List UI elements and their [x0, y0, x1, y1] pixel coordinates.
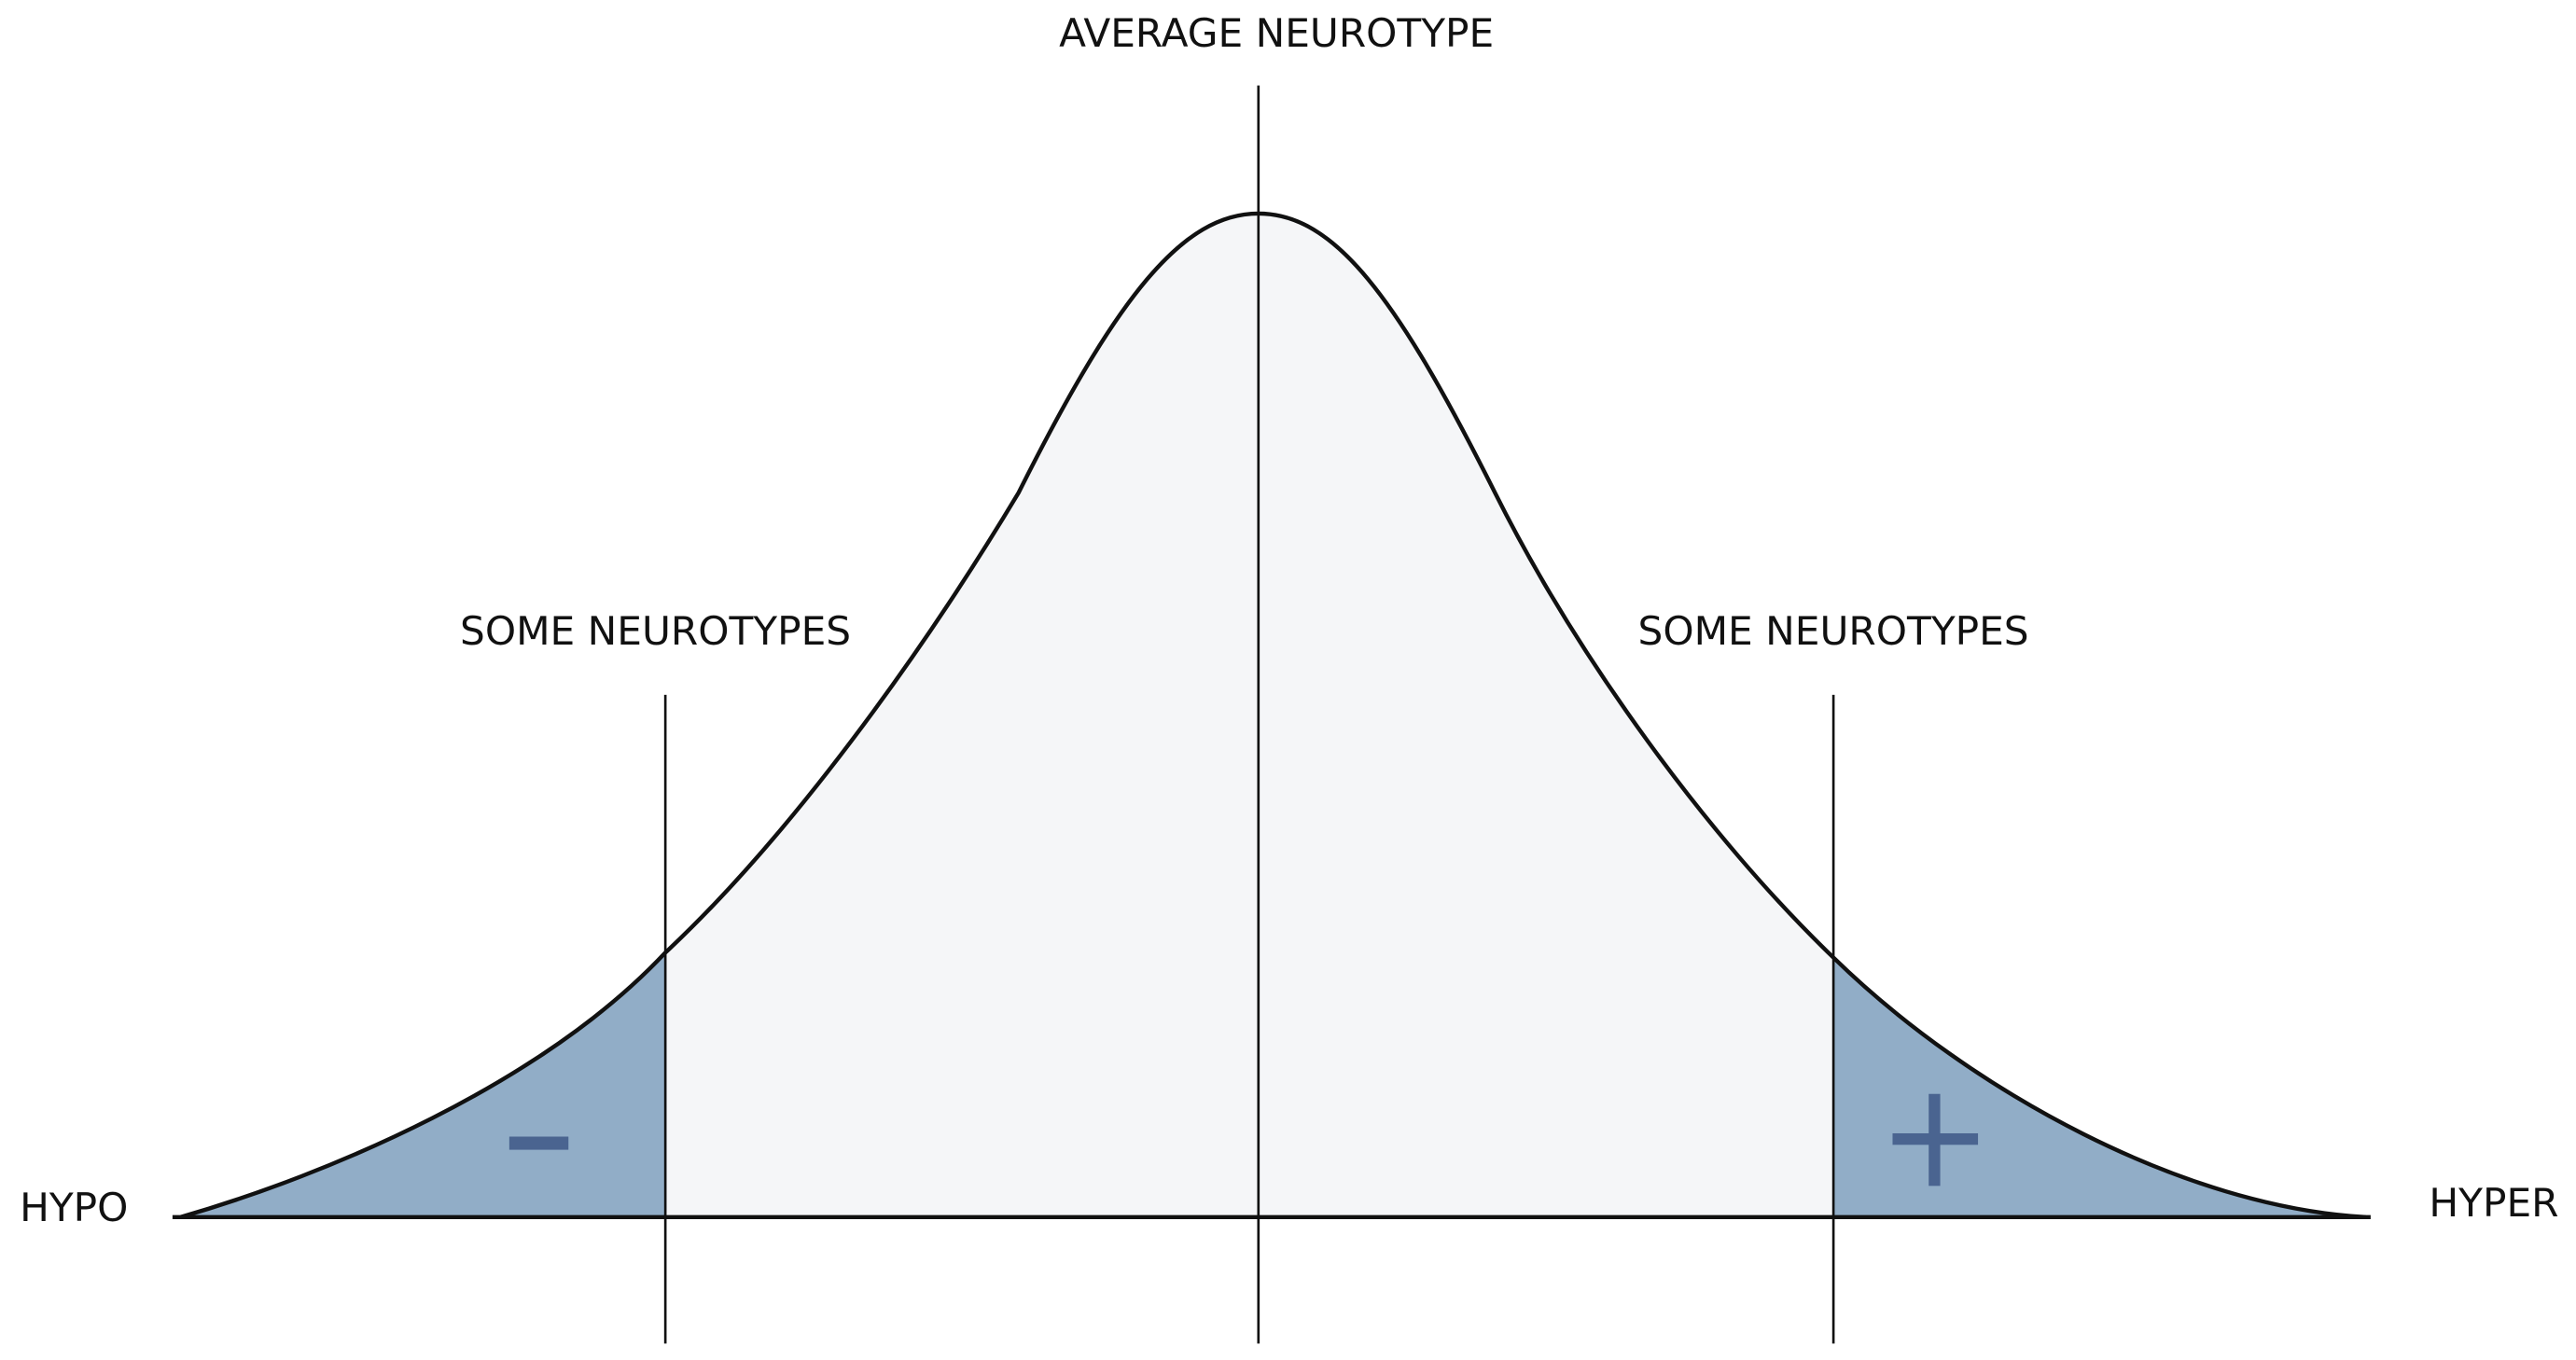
tail-label: SOME NEUROTYPES: [1638, 608, 2029, 654]
hyper-tail: [1833, 957, 2366, 1217]
axis-end-label: HYPO: [20, 1185, 128, 1230]
tail-label: SOME NEUROTYPES: [460, 608, 851, 654]
axis-end-label: HYPER: [2429, 1180, 2558, 1226]
plus-sign-v: [1929, 1093, 1941, 1187]
minus-sign: [508, 1136, 569, 1150]
hypo-tail: [180, 952, 666, 1217]
curve-area: [180, 213, 2366, 1217]
center-label: AVERAGE NEUROTYPE: [1059, 10, 1494, 56]
